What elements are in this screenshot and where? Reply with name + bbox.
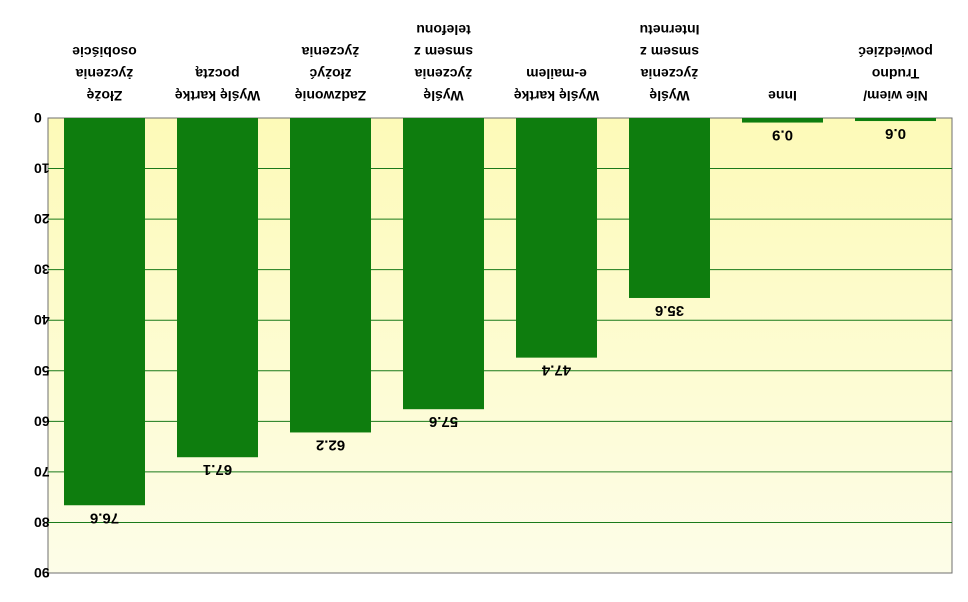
data-label: 67.1 bbox=[203, 461, 232, 478]
bar bbox=[177, 118, 258, 458]
y-axis-ticks: 0 10 20 30 40 50 60 70 80 90 bbox=[34, 110, 50, 581]
category-label: Złożę życzenia osobiście bbox=[72, 44, 137, 104]
category-label-line: życzenia bbox=[75, 66, 133, 82]
y-tick-label: 20 bbox=[34, 211, 50, 227]
data-label: 0.6 bbox=[885, 125, 906, 142]
category-label: Wyślę życzenia smsem z telefonu bbox=[414, 22, 473, 104]
category-label: Nie wiem/Trudno powiedzieć bbox=[858, 44, 933, 104]
y-tick-label: 60 bbox=[34, 413, 50, 429]
category-label-line: złożyć bbox=[309, 66, 351, 82]
category-label-line: smsem z bbox=[414, 44, 473, 60]
category-label-line: Internetu bbox=[640, 22, 700, 38]
category-label-line: powiedzieć bbox=[858, 44, 933, 60]
category-label-line: życzenia bbox=[301, 44, 359, 60]
category-label-line: pocztą bbox=[195, 66, 240, 82]
data-label: 62.2 bbox=[316, 436, 345, 453]
category-label: Inne bbox=[768, 88, 797, 104]
y-tick-label: 80 bbox=[34, 514, 50, 530]
category-label-line: Trudno bbox=[872, 66, 919, 82]
category-label-line: życzenia bbox=[414, 66, 472, 82]
category-label: Wyślę kartkę pocztą bbox=[175, 66, 261, 104]
category-label: Zadzwonię złożyć życzenia bbox=[295, 44, 367, 104]
y-tick-label: 40 bbox=[34, 312, 50, 328]
category-label-line: Wyślę bbox=[423, 88, 463, 104]
category-label-line: Wyślę bbox=[649, 88, 689, 104]
x-axis-categories: Złożę życzenia osobiście Wyślę kartkę pocztą… bbox=[72, 22, 933, 104]
data-label: 35.6 bbox=[655, 302, 684, 319]
bar bbox=[290, 118, 371, 433]
category-label-line: smsem z bbox=[640, 44, 699, 60]
bar bbox=[742, 118, 823, 123]
category-label-line: Wyślę kartkę bbox=[175, 88, 261, 104]
y-tick-label: 70 bbox=[34, 464, 50, 480]
y-tick-label: 50 bbox=[34, 363, 50, 379]
data-label: 0.9 bbox=[772, 127, 793, 144]
bars bbox=[64, 118, 936, 506]
y-tick-label: 30 bbox=[34, 262, 50, 278]
category-label-line: Zadzwonię bbox=[295, 88, 367, 104]
data-label: 76.6 bbox=[90, 509, 119, 526]
bar bbox=[629, 118, 710, 298]
bar bbox=[64, 118, 145, 506]
category-label-line: Inne bbox=[768, 88, 797, 104]
category-label-line: Nie wiem/ bbox=[863, 88, 928, 104]
category-label: Wyślę życzenia smsem z Internetu bbox=[640, 22, 700, 104]
category-label: Wyślę kartkę e-mailem bbox=[514, 66, 600, 104]
y-tick-label: 90 bbox=[34, 565, 50, 581]
y-tick-label: 0 bbox=[34, 110, 42, 126]
bar bbox=[403, 118, 484, 410]
data-label: 47.4 bbox=[541, 362, 571, 379]
category-label-line: osobiście bbox=[72, 44, 137, 60]
data-label: 57.6 bbox=[429, 413, 458, 430]
bar bbox=[516, 118, 597, 358]
category-label-line: telefonu bbox=[416, 22, 470, 38]
category-label-line: Wyślę kartkę bbox=[514, 88, 600, 104]
bar bbox=[855, 118, 936, 122]
data-labels: 76.6 67.1 62.2 57.6 47.4 35.6 0.9 0.6 bbox=[90, 125, 906, 526]
category-label-line: e-mailem bbox=[526, 66, 587, 82]
y-tick-label: 10 bbox=[34, 161, 50, 177]
category-label-line: Złożę bbox=[86, 88, 122, 104]
category-label-line: życzenia bbox=[640, 66, 698, 82]
